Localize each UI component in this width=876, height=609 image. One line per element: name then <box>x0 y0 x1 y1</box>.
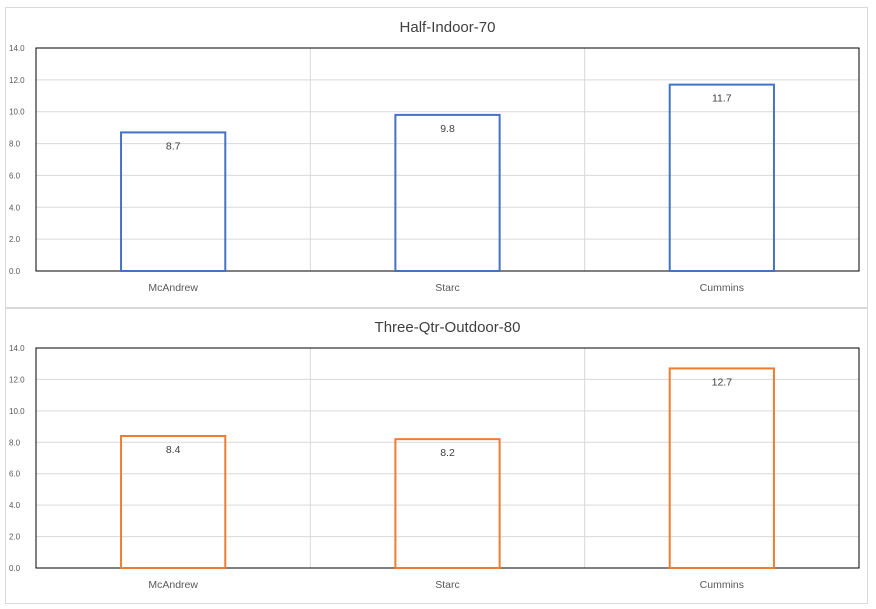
chart1-data-label: 8.2 <box>440 447 455 459</box>
chart-panel-half-indoor: Half-Indoor-70 0.0 2.0 4.0 6.0 8.0 10.0 12.0 14.… <box>5 7 868 308</box>
chart0-y-tick-label: 0.0 <box>9 267 21 276</box>
chart1-title: Three-Qtr-Outdoor-80 <box>375 319 521 336</box>
chart1-y-tick-label: 4.0 <box>9 501 21 510</box>
chart1-y-tick-label: 8.0 <box>9 438 21 447</box>
chart1-y-tick-label: 12.0 <box>9 375 25 384</box>
chart0-title: Half-Indoor-70 <box>400 19 496 36</box>
chart0-bar-mcandrew <box>120 131 227 272</box>
chart1-bar-starc <box>394 438 501 569</box>
chart0-bar-cummins <box>668 83 775 272</box>
chart0-y-tick-label: 12.0 <box>9 76 25 85</box>
chart0-data-label: 9.8 <box>440 123 455 135</box>
chart1-category-label: Cummins <box>700 579 744 591</box>
chart1-y-tick-label: 14.0 <box>9 344 25 353</box>
chart0-bar-starc <box>394 113 501 273</box>
chart1-category-label: McAndrew <box>148 579 198 591</box>
chart0-data-label: 11.7 <box>712 93 732 105</box>
chart1-bar-cummins <box>668 367 775 569</box>
chart-svg-three-qtr-outdoor: Three-Qtr-Outdoor-80 0.0 2.0 4.0 6.0 8.0 10.0 1… <box>9 319 860 591</box>
chart0-y-tick-label: 10.0 <box>9 108 25 117</box>
chart0-category-label: McAndrew <box>148 282 198 294</box>
chart0-y-tick-label: 2.0 <box>9 235 21 244</box>
chart-panel-three-qtr-outdoor: Three-Qtr-Outdoor-80 0.0 2.0 4.0 6.0 8.0 10.0 1… <box>5 308 868 604</box>
chart0-plot-border <box>35 47 860 272</box>
chart0-data-label: 8.7 <box>166 140 181 152</box>
chart1-bar-mcandrew <box>120 435 227 569</box>
chart0-category-label: Cummins <box>700 282 744 294</box>
chart0-category-label: Starc <box>435 282 460 294</box>
chart0-y-tick-label: 8.0 <box>9 140 21 149</box>
chart1-data-label: 8.4 <box>166 444 181 456</box>
chart0-y-tick-label: 4.0 <box>9 203 21 212</box>
chart1-y-tick-label: 2.0 <box>9 533 21 542</box>
chart1-y-tick-label: 10.0 <box>9 407 25 416</box>
chart0-y-tick-label: 6.0 <box>9 171 21 180</box>
chart-svg-half-indoor: Half-Indoor-70 0.0 2.0 4.0 6.0 8.0 10.0 12.0 14.… <box>9 19 860 294</box>
chart0-y-tick-label: 14.0 <box>9 44 25 53</box>
chart1-y-tick-label: 0.0 <box>9 564 21 573</box>
chart1-category-label: Starc <box>435 579 460 591</box>
chart1-y-tick-label: 6.0 <box>9 470 21 479</box>
chart1-data-label: 12.7 <box>712 376 733 388</box>
